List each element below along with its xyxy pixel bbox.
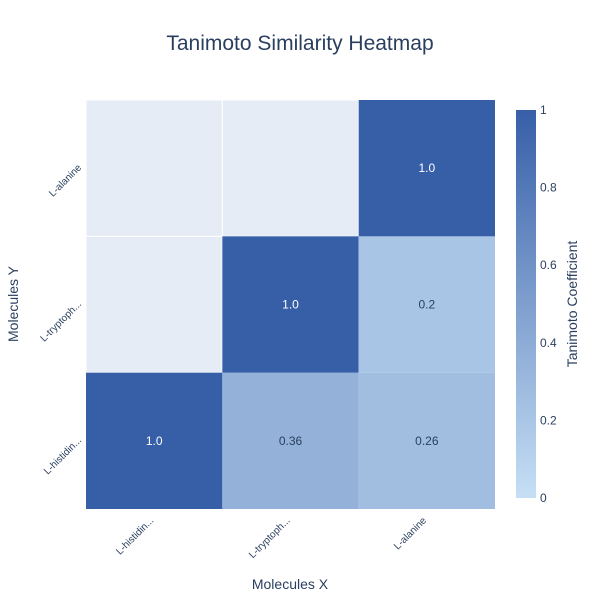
x-axis-title: Molecules X [252, 576, 329, 592]
colorbar-tick-label: 0.4 [540, 336, 557, 350]
colorbar-tick-label: 0.2 [540, 413, 557, 427]
colorbar-title: Tanimoto Coefficient [564, 241, 580, 368]
empty-cell [221, 99, 360, 237]
heatmap-cell [86, 372, 223, 509]
colorbar-ticks: 0 0.2 0.4 0.6 0.8 1 [540, 103, 557, 505]
heatmap-cell [222, 372, 359, 509]
empty-cell [85, 235, 223, 374]
chart-title: Tanimoto Similarity Heatmap [166, 32, 433, 55]
cell-value-label: 0.36 [279, 434, 303, 448]
colorbar: 0 0.2 0.4 0.6 0.8 1 Tanimoto Coefficient [516, 103, 580, 505]
heatmap-cell [358, 372, 495, 509]
y-axis-ticks: L-histidin... L-tryptoph... L-alanine [39, 162, 85, 477]
x-tick-label: L-alanine [392, 515, 429, 552]
plot-area: 1.0 0.36 0.26 1.0 0.2 1.0 [85, 99, 496, 510]
x-tick-label: L-histidin... [114, 515, 156, 557]
colorbar-gradient [516, 110, 536, 498]
cell-value-label: 0.26 [415, 434, 439, 448]
colorbar-tick-label: 0.6 [540, 258, 557, 272]
cell-value-label: 1.0 [146, 434, 163, 448]
cell-value-label: 0.2 [418, 298, 435, 312]
heatmap-cell [358, 236, 495, 373]
y-tick-label: L-histidin... [42, 435, 84, 477]
y-tick-label: L-alanine [47, 162, 84, 199]
empty-cell [85, 99, 223, 237]
heatmap-cell [358, 100, 495, 237]
colorbar-tick-label: 0.8 [540, 181, 557, 195]
cell-value-label: 1.0 [418, 161, 435, 175]
y-tick-label: L-tryptoph... [39, 299, 85, 345]
colorbar-tick-label: 0 [540, 491, 547, 505]
x-axis-ticks: L-histidin... L-tryptoph... L-alanine [114, 515, 429, 561]
heatmap-cell [222, 236, 359, 373]
x-tick-label: L-tryptoph... [247, 515, 293, 561]
y-axis-title: Molecules Y [5, 265, 21, 342]
cell-value-label: 1.0 [282, 298, 299, 312]
colorbar-tick-label: 1 [540, 103, 547, 117]
